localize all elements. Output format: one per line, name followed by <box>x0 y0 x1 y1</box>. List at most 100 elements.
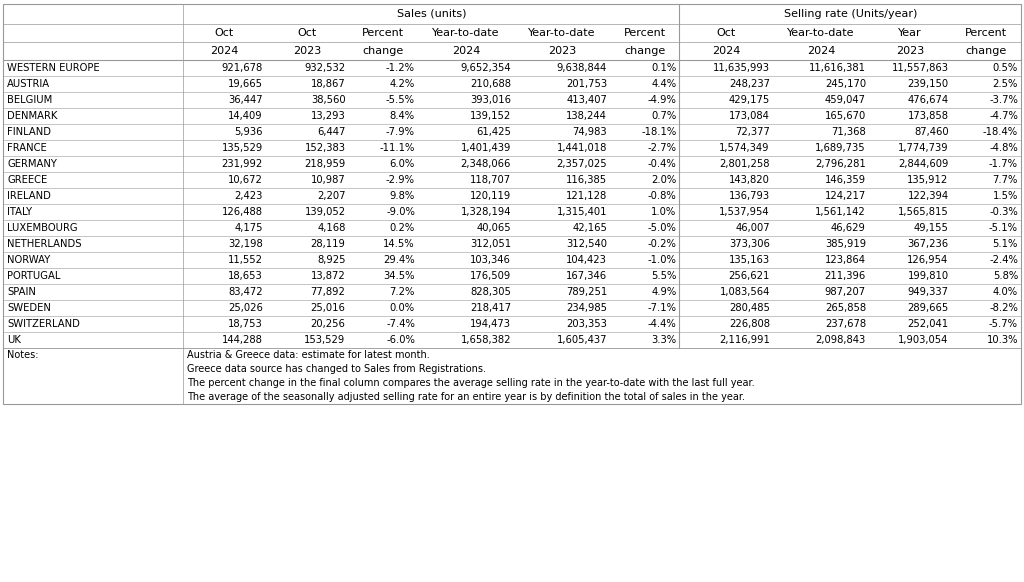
Bar <box>3 42 1021 60</box>
Text: 5.1%: 5.1% <box>992 239 1018 249</box>
Text: 6,447: 6,447 <box>317 127 345 137</box>
Bar <box>3 4 1021 404</box>
Text: Selling rate (Units/year): Selling rate (Units/year) <box>783 9 916 19</box>
Text: -1.0%: -1.0% <box>647 255 677 265</box>
Text: -11.1%: -11.1% <box>380 143 415 153</box>
Text: 2024: 2024 <box>807 46 835 56</box>
Bar <box>3 124 1021 140</box>
Text: 4.9%: 4.9% <box>651 287 677 297</box>
Bar <box>3 188 1021 204</box>
Text: -18.4%: -18.4% <box>983 127 1018 137</box>
Text: 18,867: 18,867 <box>311 79 345 89</box>
Text: 146,359: 146,359 <box>824 175 866 185</box>
Text: 5.8%: 5.8% <box>992 271 1018 281</box>
Text: 104,423: 104,423 <box>566 255 607 265</box>
Text: -6.0%: -6.0% <box>386 335 415 345</box>
Text: -0.8%: -0.8% <box>648 191 677 201</box>
Text: 1,561,142: 1,561,142 <box>815 207 866 217</box>
Text: 9.8%: 9.8% <box>390 191 415 201</box>
Text: 2024: 2024 <box>712 46 740 56</box>
Bar <box>3 92 1021 108</box>
Text: 11,616,381: 11,616,381 <box>809 63 866 73</box>
Text: 413,407: 413,407 <box>566 95 607 105</box>
Text: 289,665: 289,665 <box>907 303 948 313</box>
Text: 949,337: 949,337 <box>907 287 948 297</box>
Text: -9.0%: -9.0% <box>386 207 415 217</box>
Bar <box>3 252 1021 268</box>
Text: 921,678: 921,678 <box>221 63 263 73</box>
Text: GERMANY: GERMANY <box>7 159 57 169</box>
Text: 13,293: 13,293 <box>311 111 345 121</box>
Text: 393,016: 393,016 <box>470 95 511 105</box>
Text: 459,047: 459,047 <box>825 95 866 105</box>
Text: -4.9%: -4.9% <box>647 95 677 105</box>
Text: 234,985: 234,985 <box>566 303 607 313</box>
Text: 1,774,739: 1,774,739 <box>898 143 948 153</box>
Text: 252,041: 252,041 <box>907 319 948 329</box>
Text: 11,552: 11,552 <box>227 255 263 265</box>
Text: -2.4%: -2.4% <box>989 255 1018 265</box>
Text: 126,488: 126,488 <box>222 207 263 217</box>
Text: 9,652,354: 9,652,354 <box>461 63 511 73</box>
Text: Notes:: Notes: <box>7 350 39 360</box>
Text: 34.5%: 34.5% <box>383 271 415 281</box>
Text: 1,903,054: 1,903,054 <box>898 335 948 345</box>
Text: -8.2%: -8.2% <box>989 303 1018 313</box>
Text: 2.5%: 2.5% <box>992 79 1018 89</box>
Text: 2.0%: 2.0% <box>651 175 677 185</box>
Text: 1.5%: 1.5% <box>992 191 1018 201</box>
Text: 36,447: 36,447 <box>228 95 263 105</box>
Text: 2,796,281: 2,796,281 <box>815 159 866 169</box>
Text: 2024: 2024 <box>210 46 239 56</box>
Text: FINLAND: FINLAND <box>7 127 51 137</box>
Text: UK: UK <box>7 335 20 345</box>
Text: 124,217: 124,217 <box>824 191 866 201</box>
Text: 42,165: 42,165 <box>572 223 607 233</box>
Text: GREECE: GREECE <box>7 175 47 185</box>
Text: 4.4%: 4.4% <box>651 79 677 89</box>
Text: 83,472: 83,472 <box>228 287 263 297</box>
Text: 8.4%: 8.4% <box>390 111 415 121</box>
Bar <box>3 332 1021 348</box>
Text: -0.3%: -0.3% <box>989 207 1018 217</box>
Text: change: change <box>625 46 666 56</box>
Text: -0.4%: -0.4% <box>648 159 677 169</box>
Text: 46,629: 46,629 <box>831 223 866 233</box>
Text: 385,919: 385,919 <box>824 239 866 249</box>
Text: -7.4%: -7.4% <box>386 319 415 329</box>
Bar <box>3 204 1021 220</box>
Text: 245,170: 245,170 <box>824 79 866 89</box>
Text: Percent: Percent <box>624 28 666 38</box>
Text: 239,150: 239,150 <box>907 79 948 89</box>
Text: Year-to-date: Year-to-date <box>787 28 855 38</box>
Text: 231,992: 231,992 <box>221 159 263 169</box>
Text: 14.5%: 14.5% <box>383 239 415 249</box>
Text: 103,346: 103,346 <box>470 255 511 265</box>
Bar <box>3 316 1021 332</box>
Text: 46,007: 46,007 <box>735 223 770 233</box>
Text: 3.3%: 3.3% <box>651 335 677 345</box>
Text: 987,207: 987,207 <box>824 287 866 297</box>
Text: 153,529: 153,529 <box>304 335 345 345</box>
Text: 218,959: 218,959 <box>304 159 345 169</box>
Text: 199,810: 199,810 <box>907 271 948 281</box>
Bar <box>3 4 1021 24</box>
Bar <box>3 76 1021 92</box>
Text: 1,537,954: 1,537,954 <box>719 207 770 217</box>
Text: The average of the seasonally adjusted selling rate for an entire year is by def: The average of the seasonally adjusted s… <box>187 392 745 402</box>
Bar <box>3 268 1021 284</box>
Text: IRELAND: IRELAND <box>7 191 51 201</box>
Text: -4.8%: -4.8% <box>989 143 1018 153</box>
Text: 11,635,993: 11,635,993 <box>713 63 770 73</box>
Text: 4,168: 4,168 <box>317 223 345 233</box>
Text: PORTUGAL: PORTUGAL <box>7 271 60 281</box>
Text: 2,801,258: 2,801,258 <box>719 159 770 169</box>
Text: Greece data source has changed to Sales from Registrations.: Greece data source has changed to Sales … <box>187 364 486 374</box>
Text: -5.7%: -5.7% <box>989 319 1018 329</box>
Text: -3.7%: -3.7% <box>989 95 1018 105</box>
Text: 123,864: 123,864 <box>825 255 866 265</box>
Text: 2024: 2024 <box>452 46 480 56</box>
Bar <box>3 300 1021 316</box>
Text: 226,808: 226,808 <box>729 319 770 329</box>
Bar <box>3 108 1021 124</box>
